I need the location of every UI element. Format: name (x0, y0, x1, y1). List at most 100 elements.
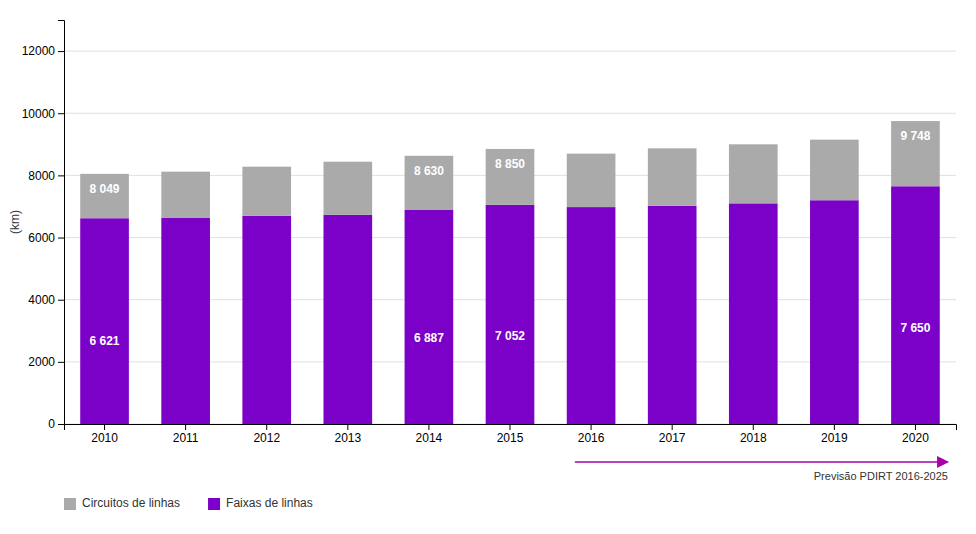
total-label: 9 748 (900, 129, 930, 143)
bar (242, 167, 291, 216)
y-tick: 12000 (22, 44, 64, 58)
x-tick: 2011 (173, 424, 199, 445)
x-tick-label: 2010 (91, 431, 118, 445)
x-tick: 2019 (821, 424, 848, 445)
y-tick-label: 2000 (28, 355, 55, 369)
grid-line (64, 113, 956, 114)
y-tick-mark (58, 424, 64, 425)
bars (80, 121, 940, 424)
bar (405, 210, 454, 424)
y-tick: 10000 (22, 107, 64, 121)
x-tick: 2020 (902, 424, 929, 445)
x-tick-mark (428, 424, 429, 430)
y-tick-label: 8000 (28, 169, 55, 183)
bar (161, 172, 210, 218)
legend-swatch (64, 498, 76, 510)
data-label: 7 052 (495, 329, 525, 343)
legend-item: Faixas de linhas (208, 496, 313, 510)
legend-item: Circuitos de linhas (64, 496, 180, 510)
bar (891, 121, 940, 186)
bar (891, 186, 940, 424)
x-axis-line (65, 425, 957, 431)
annotation-text: Previsão PDIRT 2016-2025 (814, 470, 948, 482)
bar (486, 205, 535, 424)
y-tick-mark (58, 362, 64, 363)
x-tick-label: 2020 (902, 431, 929, 445)
y-tick: 8000 (28, 169, 64, 183)
grid-line (64, 51, 956, 52)
x-tick: 2018 (740, 424, 767, 445)
x-tick-mark (510, 424, 511, 430)
x-tick: 2012 (253, 424, 280, 445)
x-tick-label: 2012 (253, 431, 280, 445)
x-axis: 2010 2011 2012 2013 2014 2015 2016 2017 2018 2019… (65, 424, 957, 445)
data-label: 6 621 (90, 334, 120, 348)
y-tick-mark (58, 300, 64, 301)
bar (729, 144, 778, 203)
y-tick: 2000 (28, 355, 64, 369)
legend-label: Circuitos de linhas (82, 496, 180, 510)
bar (242, 216, 291, 424)
data-label: 6 887 (414, 331, 444, 345)
x-tick-label: 2015 (497, 431, 524, 445)
bar (648, 148, 697, 205)
bar (486, 149, 535, 205)
x-tick: 2014 (416, 424, 443, 445)
bar (567, 154, 616, 207)
series (80, 121, 940, 218)
bar (80, 218, 129, 424)
y-tick-label: 6000 (28, 231, 55, 245)
y-tick-label: 4000 (28, 293, 55, 307)
y-tick: 0 (48, 417, 64, 431)
grid (64, 51, 956, 424)
bar (323, 215, 372, 424)
y-tick-mark (58, 51, 64, 52)
data-labels: 6 621 6 887 7 052 7 650 8 049 8 630 8 850 9 748 (90, 129, 931, 348)
bar (810, 140, 859, 201)
x-tick-mark (347, 424, 348, 430)
legend-swatch (208, 498, 220, 510)
bar (323, 162, 372, 215)
x-tick-label: 2017 (659, 431, 686, 445)
y-tick-mark (58, 113, 64, 114)
x-tick-mark (672, 424, 673, 430)
x-tick-label: 2011 (173, 431, 199, 445)
x-tick: 2016 (578, 424, 605, 445)
bar (648, 206, 697, 424)
chart: 6 621 6 887 7 052 7 650 8 049 8 630 8 850 9 748… (0, 0, 976, 534)
bar (567, 207, 616, 424)
y-tick-label: 10000 (22, 107, 56, 121)
y-tick-label: 0 (48, 417, 55, 431)
y-tick-label: 12000 (22, 44, 56, 58)
annotation-arrow (575, 461, 948, 463)
y-tick: 4000 (28, 293, 64, 307)
x-tick: 2013 (334, 424, 361, 445)
bar (80, 174, 129, 218)
legend: Circuitos de linhas Faixas de linhas (64, 496, 313, 510)
y-axis-title: (km) (8, 210, 22, 234)
x-tick-mark (185, 424, 186, 430)
x-tick-mark (266, 424, 267, 430)
x-tick-label: 2013 (334, 431, 361, 445)
x-tick-mark (104, 424, 105, 430)
total-label: 8 630 (414, 164, 444, 178)
series (80, 186, 940, 424)
bar (729, 203, 778, 424)
x-tick-label: 2014 (416, 431, 443, 445)
legend-label: Faixas de linhas (226, 496, 313, 510)
y-axis: 0 2000 4000 6000 8000 10000 12000 (22, 21, 65, 432)
data-label: 7 650 (900, 321, 930, 335)
total-label: 8 850 (495, 157, 525, 171)
x-tick: 2017 (659, 424, 686, 445)
x-tick-mark (915, 424, 916, 430)
total-label: 8 049 (90, 182, 120, 196)
plot: 6 621 6 887 7 052 7 650 8 049 8 630 8 850 9 748… (22, 21, 957, 511)
bar (161, 218, 210, 424)
x-tick-mark (591, 424, 592, 430)
x-tick-mark (834, 424, 835, 430)
y-tick-mark (58, 238, 64, 239)
bar (810, 200, 859, 424)
x-tick-mark (753, 424, 754, 430)
x-tick: 2010 (91, 424, 118, 445)
y-tick-mark (58, 175, 64, 176)
